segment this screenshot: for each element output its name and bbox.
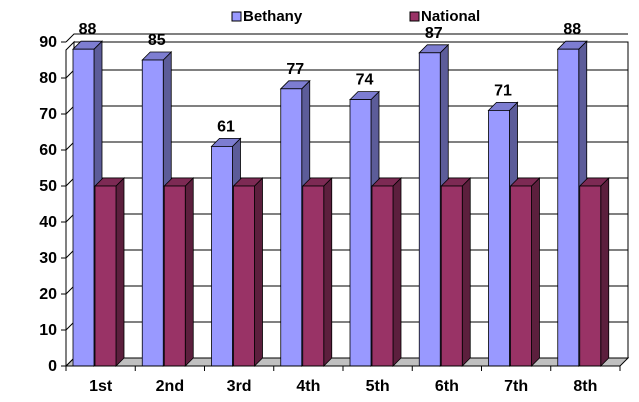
x-tick-label: 5th: [366, 378, 390, 395]
bar-bethany: [72, 48, 95, 367]
y-tick-label: 40: [39, 214, 57, 231]
data-label: 71: [494, 82, 512, 99]
bar-bethany: [211, 145, 233, 367]
legend-label-national: National: [421, 8, 480, 25]
bar-national-side: [254, 177, 263, 367]
bar-bethany: [488, 110, 510, 367]
legend-label-bethany: Bethany: [243, 8, 303, 25]
data-label: 88: [79, 21, 97, 38]
y-tick-label: 0: [48, 358, 57, 375]
gridline: [65, 33, 628, 43]
bar-national: [371, 185, 394, 367]
x-tick-label: 7th: [504, 378, 528, 395]
bar-bethany: [280, 88, 303, 367]
y-tick-label: 20: [39, 286, 57, 303]
bar-national-side: [461, 177, 471, 367]
bar-national: [440, 185, 463, 367]
x-tick-label: 4th: [296, 378, 320, 395]
bar-national: [302, 185, 325, 367]
bar-national-side: [531, 177, 540, 367]
bar-national-side: [323, 177, 333, 367]
data-label: 74: [356, 72, 374, 89]
bars: [72, 40, 610, 367]
x-tick-label: 6th: [435, 378, 459, 395]
legend-swatch-national: [409, 11, 420, 22]
legend: Bethany National: [231, 8, 480, 25]
x-tick-label: 8th: [573, 378, 597, 395]
bar-bethany: [141, 59, 164, 367]
y-tick-label: 60: [39, 142, 57, 159]
bar-bethany: [418, 52, 441, 367]
data-label: 85: [148, 32, 166, 49]
bar-national: [94, 185, 117, 367]
x-tick-label: 3rd: [227, 378, 252, 395]
y-tick-label: 50: [39, 178, 57, 195]
data-label: 87: [425, 25, 443, 42]
bar-national: [510, 185, 532, 367]
y-tick-label: 30: [39, 250, 57, 267]
bar-national-side: [600, 177, 610, 367]
data-labels: 88 85 61 77 74 87 71 88: [79, 21, 582, 135]
data-label: 77: [286, 61, 304, 78]
data-label: 61: [217, 118, 235, 135]
y-tick-label: 10: [39, 322, 57, 339]
legend-swatch-bethany: [231, 11, 242, 22]
y-tick-label: 80: [39, 70, 57, 87]
x-tick-label: 1st: [89, 378, 113, 395]
y-tick-label: 90: [39, 34, 57, 51]
y-axis: 0 10 20 30 40 50 60 70 80 90: [39, 34, 67, 375]
data-label: 88: [563, 21, 581, 38]
bar-national-side: [184, 177, 194, 367]
x-tick-label: 2nd: [156, 378, 184, 395]
bar-national-side: [392, 177, 402, 367]
bar-bethany: [557, 48, 580, 367]
y-tick-label: 70: [39, 106, 57, 123]
bar-national: [579, 185, 602, 367]
bar-bethany: [349, 99, 372, 367]
x-axis: 1st 2nd 3rd 4th 5th 6th 7th 8th: [65, 365, 621, 395]
bar-national: [233, 185, 255, 367]
bar-national-side: [115, 177, 125, 367]
bar-national: [163, 185, 186, 367]
